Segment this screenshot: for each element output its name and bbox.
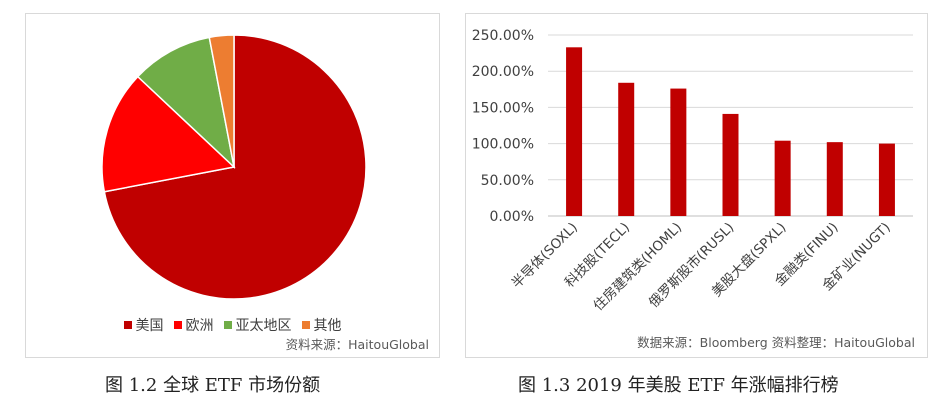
- y-tick-label: 200.00%: [472, 64, 534, 80]
- bar-6: [826, 142, 843, 216]
- pie-slice-4: [208, 34, 235, 168]
- y-tick-label: 50.00%: [481, 173, 534, 189]
- legend-swatch: [173, 321, 182, 329]
- bar-7: [878, 143, 895, 216]
- pie-legend-item: 亚太地区: [223, 315, 292, 335]
- pie-source-note: 资料来源：HaitouGlobal: [285, 337, 429, 352]
- bar-1: [566, 47, 583, 216]
- bar-3: [670, 88, 687, 216]
- legend-label: 其他: [313, 318, 342, 334]
- pie-slice-2: [101, 75, 236, 193]
- pie-legend: 美国 欧洲 亚太地区 其他: [26, 315, 439, 335]
- bar-chart: 0.00%50.00%100.00%150.00%200.00%250.00%半…: [472, 28, 913, 315]
- legend-label: 美国: [135, 318, 164, 334]
- y-tick-label: 100.00%: [472, 137, 534, 153]
- pie-chart: [101, 34, 367, 300]
- y-tick-label: 250.00%: [472, 28, 534, 44]
- legend-swatch: [301, 321, 310, 329]
- x-category-label: 住房建筑类(HOML): [590, 220, 685, 315]
- bar-2: [618, 82, 635, 216]
- pie-slice-3: [136, 36, 236, 170]
- bar-4: [722, 113, 739, 216]
- pie-legend-item: 美国: [123, 315, 164, 335]
- pie-chart-panel: 美国 欧洲 亚太地区 其他 资料来源：HaitouGlobal: [25, 13, 440, 358]
- pie-legend-item: 欧洲: [173, 315, 214, 335]
- bar-source-note: 数据来源：Bloomberg 资料整理：HaitouGlobal: [637, 335, 915, 350]
- legend-swatch: [223, 321, 232, 329]
- y-tick-label: 0.00%: [490, 209, 534, 225]
- pie-slice-1: [103, 34, 367, 300]
- legend-label: 亚太地区: [235, 318, 292, 334]
- legend-label: 欧洲: [185, 318, 214, 334]
- y-tick-label: 150.00%: [472, 100, 534, 116]
- bar-figure-caption: 图 1.3 2019 年美股 ETF 年涨幅排行榜: [518, 375, 839, 396]
- x-category-label: 俄罗斯股市(RUSL): [645, 219, 737, 311]
- bar-5: [774, 140, 791, 216]
- bar-chart-panel: 0.00% 50.00% 100.00% 150.00% 200.00% 250.00% 半…: [465, 13, 928, 358]
- pie-figure-caption: 图 1.2 全球 ETF 市场份额: [105, 375, 321, 396]
- pie-legend-item: 其他: [301, 315, 342, 335]
- legend-swatch: [123, 321, 132, 329]
